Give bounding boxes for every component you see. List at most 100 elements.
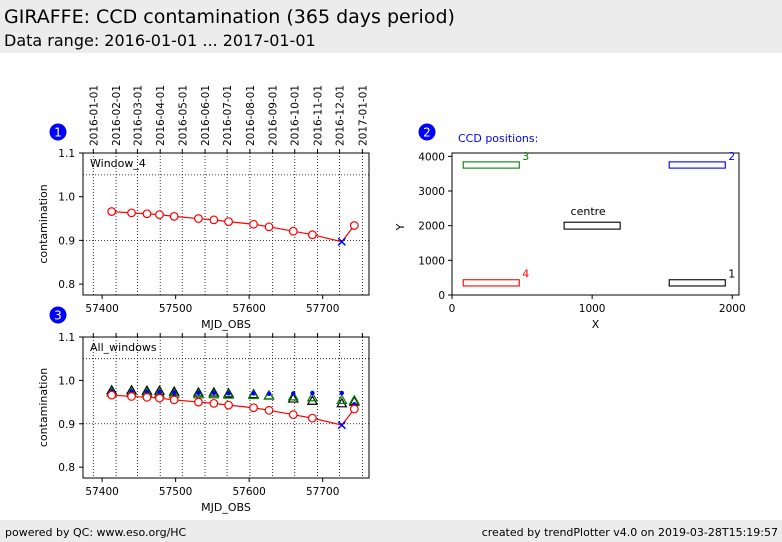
- panel-badge-2: 2: [418, 123, 436, 141]
- x-tick-label: 57600: [232, 486, 265, 498]
- date-tick-label: 2016-04-01: [155, 85, 167, 146]
- data-point: [155, 393, 164, 403]
- y-tick-label: 0.8: [58, 279, 75, 291]
- data-point: [127, 392, 136, 401]
- data-point: [222, 387, 235, 398]
- date-tick-label: 2016-10-01: [290, 85, 302, 146]
- x-tick-label: 0: [449, 303, 456, 315]
- date-tick-label: 2016-11-01: [313, 85, 325, 146]
- data-point: [251, 391, 256, 396]
- data-point: [192, 386, 205, 397]
- date-tick-label: 2016-09-01: [268, 85, 280, 146]
- date-tick-label: 2016-05-01: [177, 85, 189, 146]
- panel-badge-number: 1: [54, 126, 62, 140]
- data-point: [306, 391, 319, 402]
- x-tick-label: 57600: [232, 303, 265, 315]
- data-point: [168, 385, 180, 396]
- x-tick-label: 57700: [306, 486, 339, 498]
- data-point: [349, 221, 359, 230]
- date-tick-label: 2016-01-01: [88, 85, 100, 146]
- data-point: [171, 390, 177, 395]
- data-point: [249, 403, 258, 413]
- data-point: [169, 395, 179, 405]
- ccd-window-label: 3: [522, 150, 529, 163]
- date-tick-label: 2016-08-01: [245, 85, 257, 146]
- x-axis-label: MJD_OBS: [201, 318, 251, 331]
- y-tick-label: 1.1: [58, 332, 75, 344]
- data-point: [107, 207, 117, 216]
- ccd-window-label: 1: [728, 268, 735, 281]
- y-tick-label: 1000: [418, 255, 445, 267]
- ccd-window-label: 4: [522, 268, 529, 281]
- y-tick-label: 0.9: [58, 235, 75, 247]
- data-point: [127, 208, 136, 218]
- footer-bar: powered by QC: www.eso.org/HC created by…: [0, 520, 782, 542]
- header-bar: GIRAFFE: CCD contamination (365 days per…: [0, 0, 782, 53]
- panel-badge-3: 3: [49, 306, 67, 324]
- data-point: [287, 392, 299, 403]
- ccd-window-1: [668, 279, 726, 287]
- flagged-point: [337, 237, 346, 246]
- x-tick-label: 57700: [306, 303, 339, 315]
- y-tick-label: 2000: [418, 221, 445, 233]
- y-tick-label: 1.1: [58, 148, 75, 160]
- x-tick-label: 1000: [579, 303, 606, 315]
- data-point: [224, 217, 233, 226]
- ccd-window-centre: [563, 221, 621, 230]
- panel-badge-circle: [418, 123, 436, 141]
- date-tick-label: 2016-12-01: [335, 85, 347, 146]
- data-point: [224, 400, 233, 410]
- panel-badge-circle: [49, 123, 67, 141]
- x-tick-label: 57500: [159, 303, 192, 315]
- data-point: [264, 222, 274, 232]
- data-point: [310, 390, 315, 396]
- y-axis-label: contamination: [37, 184, 50, 263]
- page-subtitle: Data range: 2016-01-01 ... 2017-01-01: [4, 31, 316, 50]
- data-point: [155, 210, 164, 220]
- data-point: [263, 389, 275, 400]
- ccd-window-3: [462, 161, 520, 169]
- page-title: GIRAFFE: CCD contamination (365 days per…: [4, 6, 455, 28]
- panel-label: Window_4: [90, 157, 146, 170]
- data-point: [336, 394, 348, 404]
- y-tick-label: 3000: [418, 186, 445, 198]
- x-axis-label: X: [592, 318, 600, 331]
- date-tick-label: 2016-02-01: [111, 85, 123, 146]
- panel-badge-number: 3: [54, 309, 62, 323]
- flagged-point: [337, 420, 346, 430]
- data-point: [288, 410, 298, 420]
- data-point: [288, 226, 298, 236]
- y-axis-label: Y: [394, 223, 407, 231]
- data-point: [307, 230, 317, 240]
- data-point: [349, 404, 359, 414]
- x-tick-label: 57400: [85, 486, 118, 498]
- ccd-window-label: centre: [571, 205, 606, 218]
- data-point: [211, 390, 217, 396]
- date-tick-label: 2016-03-01: [132, 85, 144, 146]
- data-point: [169, 211, 179, 221]
- data-point: [209, 398, 219, 408]
- data-point: [196, 390, 201, 396]
- data-point: [291, 391, 296, 396]
- ccd-window-4: [462, 279, 520, 287]
- y-tick-label: 4000: [418, 151, 445, 163]
- data-point: [208, 388, 220, 399]
- x-tick-label: 57400: [85, 303, 118, 315]
- plot-frame: [82, 336, 370, 479]
- ccd-window-2: [668, 161, 726, 169]
- data-point: [266, 391, 272, 397]
- x-axis-label: MJD_OBS: [201, 501, 251, 514]
- plot-frame: [451, 152, 740, 296]
- chart-panel-2: 0 1000 2000 0 1000 2000 3000 4000 X Y CCD position…: [394, 132, 746, 331]
- date-tick-label: 2016-07-01: [222, 85, 234, 146]
- chart-panel-3: 57400 57500 57600 57700 0.8 0.9 1.0 1.1 MJD_OBS c…: [37, 332, 370, 514]
- data-point: [247, 389, 260, 400]
- data-point: [307, 413, 317, 423]
- data-point: [194, 397, 203, 407]
- data-point: [287, 390, 299, 401]
- data-point: [208, 386, 220, 397]
- x-tick-label: 2000: [719, 303, 746, 315]
- data-point: [107, 390, 117, 400]
- y-axis-label: contamination: [37, 368, 50, 447]
- panel-label: CCD positions:: [458, 132, 538, 145]
